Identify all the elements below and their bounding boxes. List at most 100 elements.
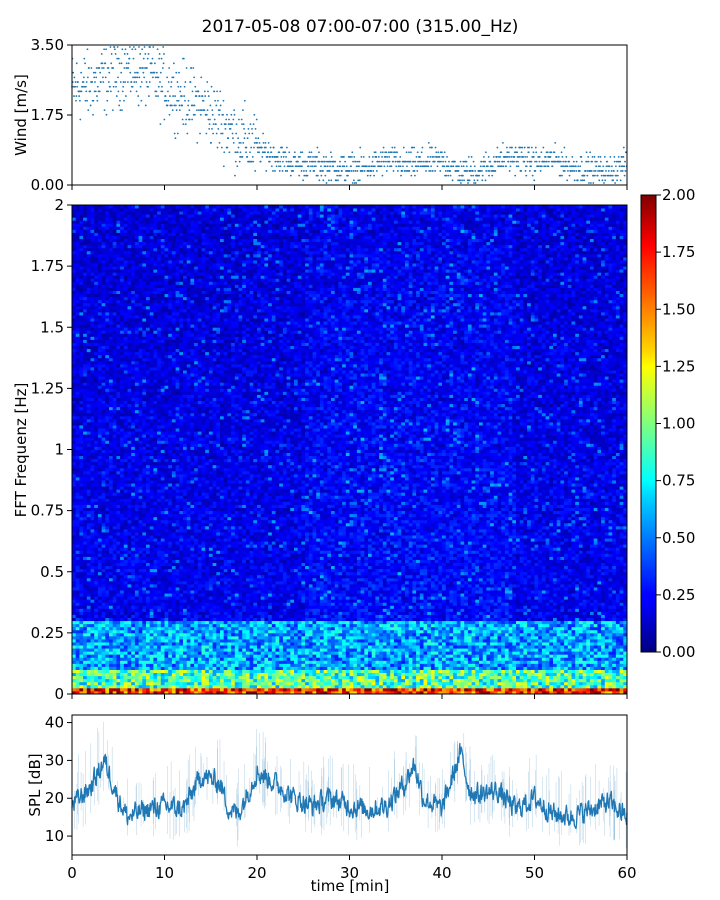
- wind-point: [166, 104, 169, 107]
- spectrogram-cell: [423, 623, 428, 628]
- spectrogram-cell: [486, 663, 491, 667]
- spectrogram-cell: [593, 669, 598, 674]
- spectrogram-cell: [615, 638, 620, 643]
- spectrogram-cell: [242, 620, 247, 625]
- spectrogram-cell: [216, 687, 221, 692]
- spectrogram-cell: [401, 645, 406, 649]
- spectrogram-cell: [419, 687, 424, 692]
- spectrogram-cell: [271, 660, 276, 664]
- wind-point: [337, 170, 340, 172]
- spectrogram-cell: [564, 638, 569, 643]
- spectrogram-cell: [575, 651, 580, 655]
- wind-point: [613, 156, 616, 158]
- spectrogram-cell: [223, 684, 228, 689]
- spectrogram-cell: [197, 654, 202, 658]
- spectrogram-cell: [379, 629, 384, 634]
- spectrogram-cell: [83, 632, 88, 637]
- spectrogram-cell: [134, 690, 139, 695]
- spectrogram-cell: [560, 629, 565, 634]
- wind-point: [253, 146, 255, 149]
- wind-point: [546, 160, 548, 163]
- spectrogram-cell: [175, 660, 180, 664]
- spectrogram-cell: [401, 648, 406, 652]
- spectrogram-cell: [349, 620, 354, 625]
- spectrogram-cell: [72, 654, 77, 658]
- spectrogram-cell: [290, 657, 295, 661]
- spectrogram-cell: [220, 654, 225, 658]
- spectrogram-cell: [238, 660, 243, 664]
- spectrogram-cell: [164, 635, 169, 640]
- spectrogram-cell: [208, 669, 213, 674]
- spectrogram-cell: [456, 666, 461, 670]
- spectrogram-cell: [438, 629, 443, 634]
- spectrogram-cell: [490, 672, 495, 677]
- spectrogram-cell: [608, 687, 613, 692]
- spectrogram-cell: [556, 657, 561, 661]
- spectrogram-cell: [308, 651, 313, 655]
- wind-point: [479, 165, 482, 168]
- wind-point: [434, 146, 437, 149]
- spectrogram-cell: [578, 626, 583, 631]
- wind-point: [184, 123, 187, 126]
- spectrogram-cell: [331, 687, 336, 692]
- spectrogram-cell: [331, 666, 336, 670]
- spectrogram-cell: [268, 684, 273, 689]
- spectrogram-cell: [101, 638, 106, 643]
- spectrogram-cell: [146, 684, 151, 689]
- spectrogram-cell: [527, 678, 532, 683]
- spectrogram-cell: [504, 626, 509, 631]
- spectrogram-cell: [578, 635, 583, 640]
- spectrogram-cell: [249, 663, 254, 667]
- spectrogram-cell: [430, 645, 435, 649]
- spectrogram-cell: [279, 648, 284, 652]
- spectrogram-cell: [286, 690, 291, 695]
- spectrogram-cell: [368, 632, 373, 637]
- spectrogram-cell: [412, 632, 417, 637]
- spectrogram-cell: [601, 666, 606, 670]
- wind-point: [125, 95, 127, 97]
- wind-point: [96, 85, 99, 88]
- spectrogram-cell: [401, 635, 406, 640]
- spectrogram-cell: [72, 660, 77, 664]
- spectrogram-cell: [590, 648, 595, 652]
- wind-point: [233, 113, 236, 116]
- wind-point: [461, 174, 464, 177]
- spectrogram-cell: [530, 623, 535, 628]
- wind-point: [104, 76, 107, 79]
- spectrogram-cell: [382, 620, 387, 625]
- spectrogram-cell: [249, 620, 254, 625]
- wind-point: [123, 99, 125, 102]
- spectrogram-cell: [434, 681, 439, 686]
- spectrogram-cell: [364, 657, 369, 661]
- wind-point: [301, 151, 304, 154]
- spectrogram-cell: [408, 642, 413, 646]
- wind-point: [244, 132, 247, 135]
- spectrogram-cell: [242, 645, 247, 649]
- spectrogram-cell: [530, 635, 535, 640]
- spectrogram-cell: [342, 651, 347, 655]
- spectrogram-cell: [538, 681, 543, 686]
- spectrogram-cell: [390, 648, 395, 652]
- wind-point: [284, 170, 287, 172]
- spectrogram-cell: [523, 684, 528, 689]
- spectrogram-cell: [590, 638, 595, 643]
- spectrogram-cell: [508, 623, 513, 628]
- spectrogram-cell: [223, 632, 228, 637]
- wind-point: [241, 123, 243, 126]
- spectrogram-cell: [475, 663, 480, 667]
- spectrogram-cell: [157, 638, 162, 643]
- spectrogram-cell: [72, 684, 77, 689]
- wind-point: [161, 67, 164, 69]
- wind-point: [363, 170, 366, 172]
- spectrogram-cell: [560, 681, 565, 686]
- spectrogram-cell: [120, 629, 125, 634]
- spectrogram-cell: [160, 654, 165, 658]
- spectrogram-cell: [194, 645, 199, 649]
- spectrogram-cell: [393, 675, 398, 680]
- spectrogram-cell: [604, 666, 609, 670]
- spectrogram-cell: [615, 645, 620, 649]
- wind-point: [171, 104, 173, 107]
- wind-point: [163, 118, 166, 121]
- spectrogram-cell: [471, 654, 476, 658]
- spectrogram-cell: [619, 669, 624, 674]
